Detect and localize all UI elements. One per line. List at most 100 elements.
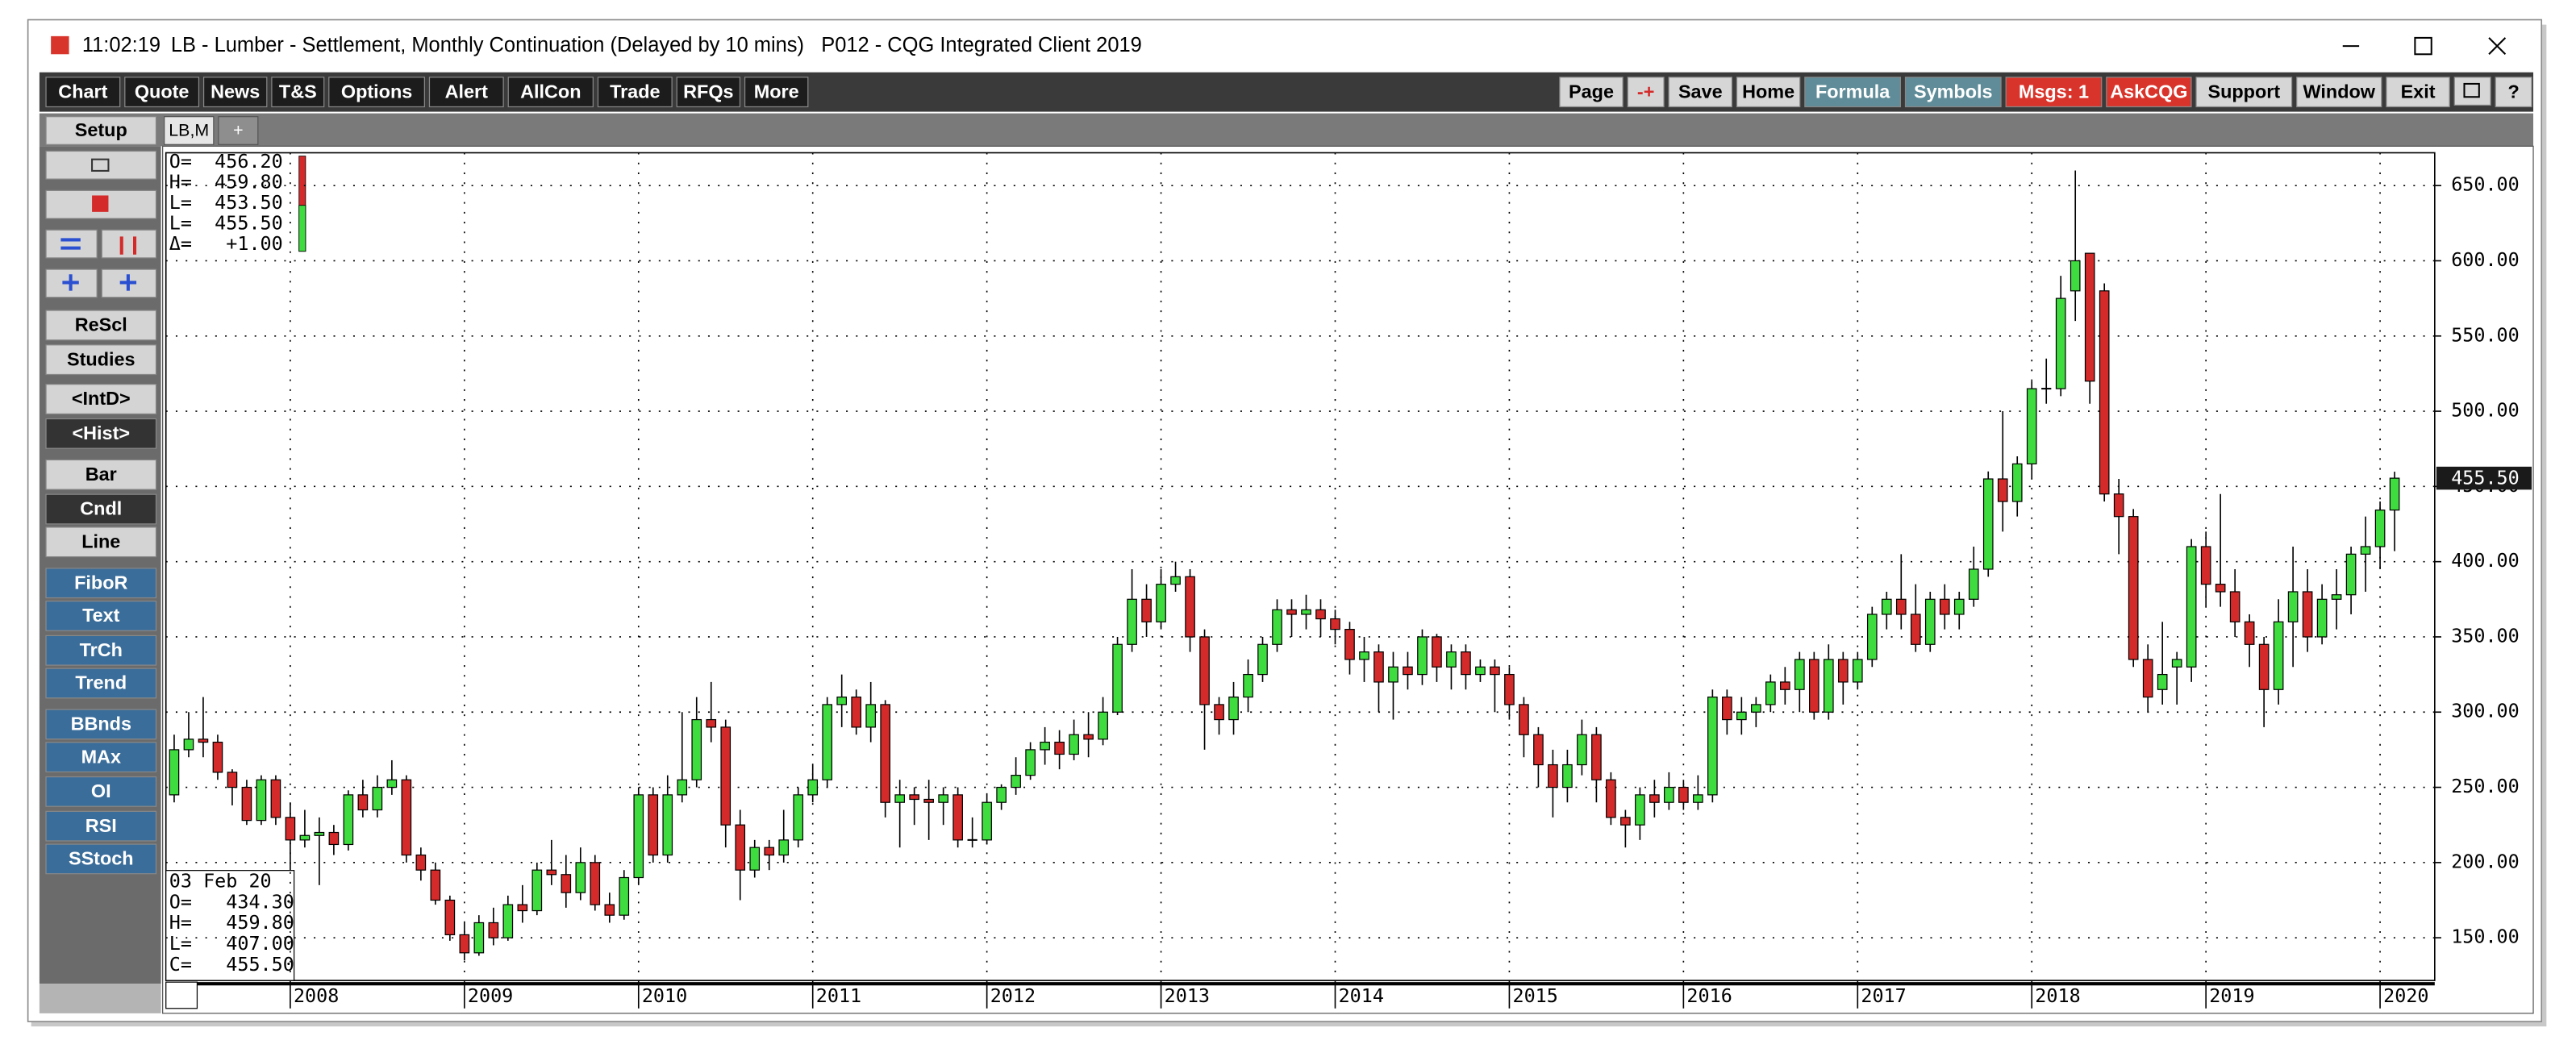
toolbar-button[interactable] bbox=[507, 77, 594, 108]
toolbar-button[interactable] bbox=[2386, 77, 2450, 108]
sidebar-button[interactable] bbox=[45, 459, 157, 490]
print-button[interactable] bbox=[45, 150, 157, 180]
toolbar-button[interactable] bbox=[1559, 77, 1624, 108]
toolbar-button-label: Chart bbox=[58, 81, 107, 102]
candle-body bbox=[1924, 598, 1936, 645]
candle-body bbox=[328, 831, 340, 846]
sidebar-button[interactable] bbox=[45, 526, 157, 558]
candle-body bbox=[1127, 598, 1137, 645]
toolbar-button[interactable] bbox=[744, 77, 809, 108]
candle-body bbox=[502, 904, 514, 938]
toolbar-button[interactable] bbox=[124, 77, 200, 108]
sidebar-button[interactable] bbox=[45, 742, 157, 773]
x-tick-label: 2019 bbox=[2209, 984, 2254, 1007]
candle-body bbox=[1982, 478, 1994, 570]
scroll-left-button[interactable] bbox=[45, 229, 98, 259]
sidebar-button-label: Cndl bbox=[80, 498, 122, 519]
arrow-icon bbox=[119, 236, 137, 255]
sidebar-button[interactable] bbox=[45, 418, 157, 449]
toolbar-button[interactable] bbox=[428, 77, 504, 108]
toolbar-button[interactable] bbox=[1804, 77, 1902, 108]
toolbar-button[interactable] bbox=[1904, 77, 2002, 108]
sidebar-button[interactable] bbox=[45, 344, 157, 376]
toolbar-button[interactable] bbox=[1736, 77, 1801, 108]
toolbar-button[interactable] bbox=[45, 77, 121, 108]
sidebar-button[interactable] bbox=[45, 668, 157, 699]
candle-body bbox=[1490, 666, 1500, 676]
x-tick-label: 2020 bbox=[2383, 984, 2428, 1007]
candle-body bbox=[1112, 643, 1123, 713]
toolbar-button[interactable] bbox=[328, 77, 425, 108]
candle-body bbox=[619, 876, 630, 916]
setup-button[interactable] bbox=[45, 116, 157, 145]
sidebar-button[interactable] bbox=[45, 493, 157, 525]
candle-body bbox=[1649, 794, 1660, 803]
y-tick-label: 600.00 bbox=[2451, 248, 2520, 271]
chart-tab[interactable] bbox=[218, 116, 259, 145]
toolbar-button[interactable] bbox=[597, 77, 673, 108]
candle-body bbox=[1432, 636, 1442, 668]
sidebar-button[interactable] bbox=[45, 776, 157, 807]
quote-line: L= 455.50 bbox=[169, 212, 283, 235]
candle-body bbox=[648, 794, 659, 856]
toolbar-button-label: Msgs: 1 bbox=[2019, 81, 2089, 102]
sidebar-button[interactable] bbox=[45, 635, 157, 666]
sidebar-button[interactable] bbox=[45, 709, 157, 740]
restore-button[interactable] bbox=[2453, 77, 2491, 106]
setup-button-label: Setup bbox=[75, 119, 127, 140]
candle-body bbox=[677, 779, 688, 796]
close-button[interactable] bbox=[2488, 37, 2507, 55]
candle-body bbox=[1359, 651, 1369, 660]
candle-body bbox=[1011, 775, 1021, 788]
sidebar-button[interactable] bbox=[45, 384, 157, 414]
window-time: 11:02:19 bbox=[82, 34, 160, 56]
sidebar-button[interactable] bbox=[45, 843, 157, 875]
candle-body bbox=[1388, 666, 1398, 683]
toolbar-button[interactable] bbox=[2495, 77, 2532, 108]
candle-body bbox=[1808, 659, 1819, 713]
print-icon bbox=[91, 158, 110, 172]
candle-body bbox=[2374, 510, 2386, 547]
candle-body bbox=[2200, 546, 2211, 585]
candle-body bbox=[1678, 786, 1689, 803]
candle-body bbox=[256, 779, 267, 822]
candle-body bbox=[764, 847, 775, 856]
toolbar-button-label: Save bbox=[1678, 81, 1723, 102]
candle-body bbox=[1577, 734, 1587, 766]
toolbar-button-label: Trade bbox=[610, 81, 660, 102]
toolbar-button[interactable] bbox=[2106, 77, 2192, 108]
cursor-line: H= 459.80 bbox=[169, 911, 294, 934]
toolbar-button[interactable] bbox=[1668, 77, 1733, 108]
icon-buttons bbox=[45, 150, 157, 298]
toolbar-button[interactable] bbox=[202, 77, 268, 108]
candle-body bbox=[1461, 651, 1471, 676]
candle-body bbox=[1257, 643, 1268, 676]
quote-line: H= 459.80 bbox=[169, 171, 283, 193]
y-tick-label: 350.00 bbox=[2451, 624, 2520, 647]
candle-body bbox=[1953, 598, 1965, 615]
sidebar-button[interactable] bbox=[45, 568, 157, 599]
toolbar-button[interactable] bbox=[1627, 77, 1665, 108]
toolbar-button[interactable] bbox=[2195, 77, 2293, 108]
toolbar-button[interactable] bbox=[271, 77, 325, 108]
candle-body bbox=[343, 794, 354, 846]
candle-body bbox=[183, 739, 194, 751]
candle-body bbox=[662, 794, 673, 856]
sidebar-button[interactable] bbox=[45, 310, 157, 341]
candle-body bbox=[1794, 659, 1805, 690]
candle-body bbox=[517, 904, 528, 912]
toolbar-button[interactable] bbox=[2005, 77, 2103, 108]
sidebar-button[interactable] bbox=[45, 600, 157, 631]
maximize-button[interactable] bbox=[2414, 36, 2432, 56]
toolbar-button[interactable] bbox=[676, 77, 741, 108]
chart-tab[interactable] bbox=[164, 116, 215, 145]
restore-icon bbox=[2463, 82, 2480, 98]
toolbar-button-label: RFQs bbox=[683, 81, 733, 102]
scroll-up-button[interactable] bbox=[101, 229, 157, 259]
toolbar-button[interactable] bbox=[2296, 77, 2382, 108]
candle-body bbox=[575, 862, 586, 893]
toolbar-button-label: Options bbox=[341, 81, 412, 102]
candle-body bbox=[590, 862, 601, 905]
sidebar-button[interactable] bbox=[45, 810, 157, 842]
candle-body bbox=[1780, 681, 1790, 690]
